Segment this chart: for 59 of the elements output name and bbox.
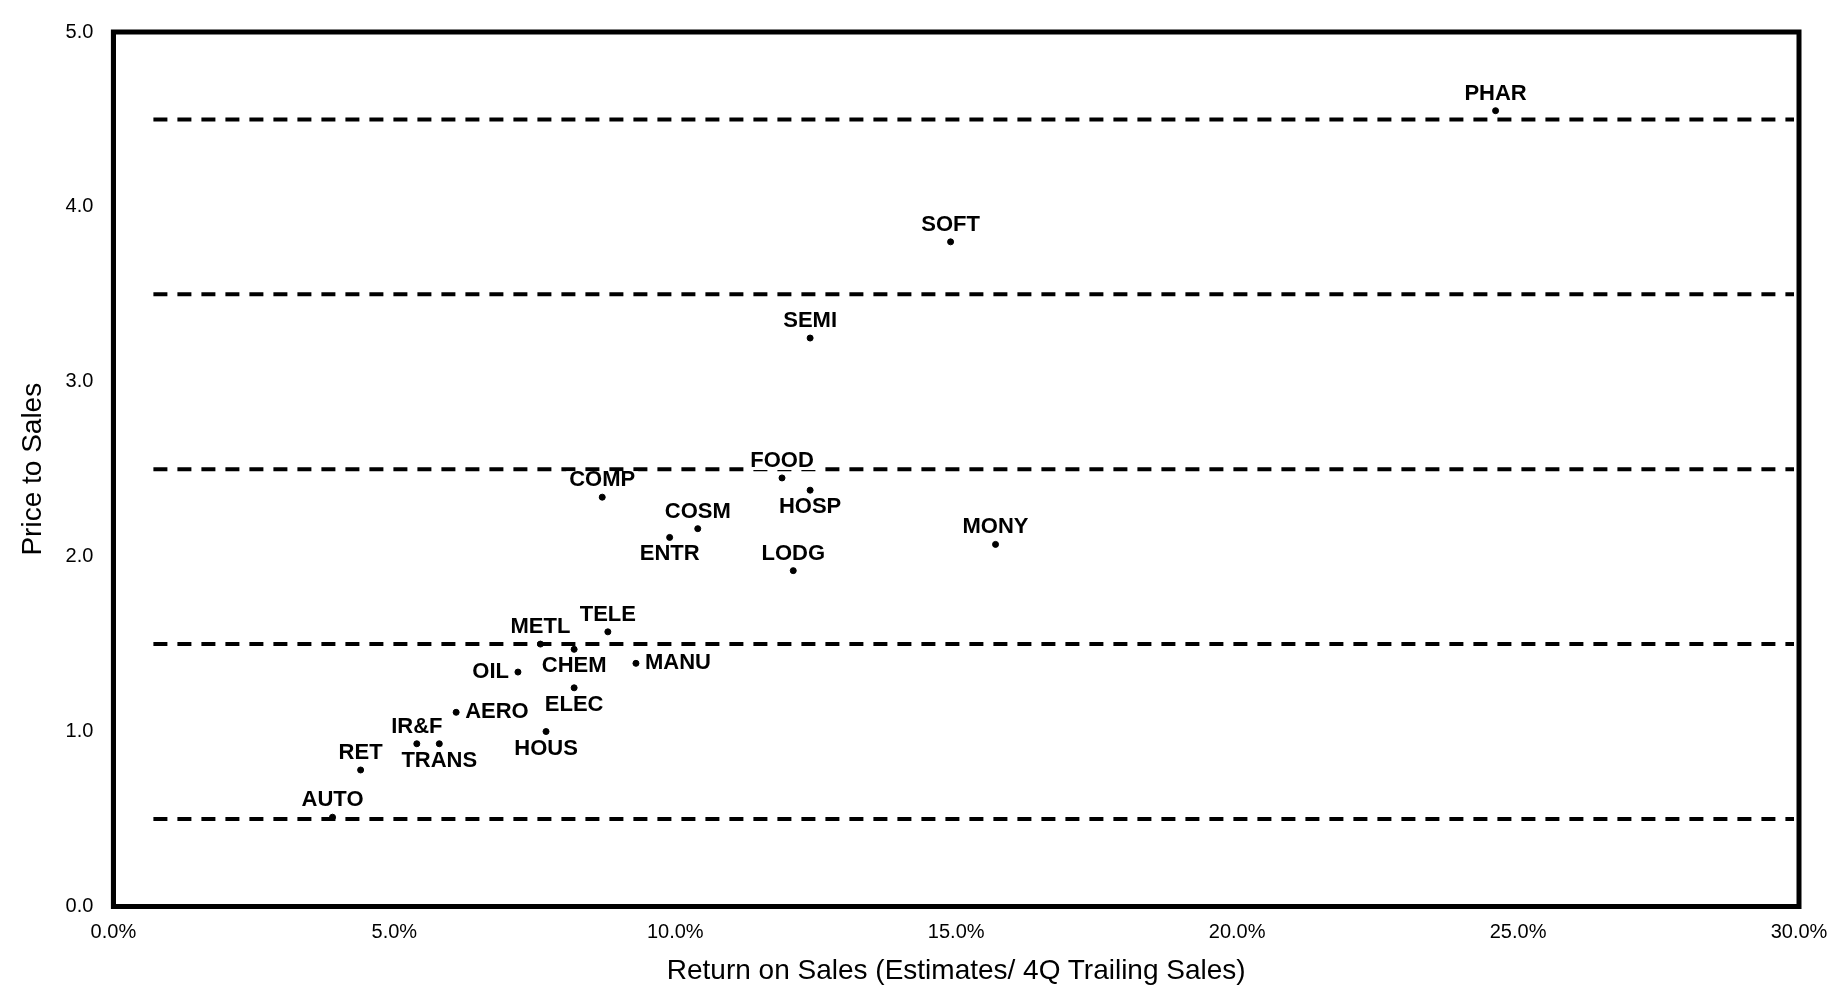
series-label: SEMI (783, 307, 838, 333)
point (536, 640, 544, 648)
x-tick-label: 5.0% (371, 919, 418, 942)
x-tick-label: 30.0% (1770, 919, 1828, 942)
point (947, 238, 955, 246)
x-axis-title: Return on Sales (Estimates/ 4Q Trailing Sales) (666, 953, 1246, 985)
point (598, 493, 606, 501)
point (806, 334, 814, 342)
series-label: PHAR (1464, 79, 1527, 105)
x-tick-label: 10.0% (646, 919, 704, 942)
point (514, 668, 522, 676)
point (570, 684, 578, 692)
point (1492, 107, 1500, 115)
series-label: MANU (644, 649, 711, 675)
point (632, 659, 640, 667)
point (570, 645, 578, 653)
series-label: ENTR (639, 540, 700, 566)
point (452, 708, 460, 716)
series-label: METL (510, 613, 571, 639)
point (666, 533, 674, 541)
point (435, 740, 443, 748)
y-tick-label: 3.0 (65, 369, 94, 392)
series-label: TELE (579, 600, 636, 626)
y-axis-title: Price to Sales (15, 382, 47, 556)
series-label: IR&F (391, 712, 443, 738)
point (542, 728, 550, 736)
x-tick-label: 0.0% (90, 919, 137, 942)
y-tick-label: 1.0 (65, 719, 94, 742)
point (806, 486, 814, 494)
series-label: MONY (962, 513, 1029, 539)
point (778, 474, 786, 482)
series-label: LODG (761, 539, 826, 565)
y-tick-label: 4.0 (65, 194, 94, 217)
point (413, 740, 421, 748)
point (329, 813, 337, 821)
series-label: AUTO (301, 786, 364, 812)
series-label: TRANS (401, 746, 478, 772)
series-label: FOOD (750, 447, 814, 473)
x-tick-label: 20.0% (1208, 919, 1266, 942)
series-label: HOSP (778, 493, 842, 519)
y-tick-label: 2.0 (65, 544, 94, 567)
x-tick-label: 15.0% (927, 919, 985, 942)
series-label: OIL (472, 658, 509, 684)
series-label: AERO (465, 698, 529, 724)
series-label: COMP (569, 466, 636, 492)
series-label: CHEM (541, 652, 607, 678)
point (604, 628, 612, 636)
point (789, 567, 797, 575)
y-tick-label: 0.0 (65, 893, 94, 916)
series-label: HOUS (514, 734, 578, 760)
y-tick-label: 5.0 (65, 19, 94, 42)
point (694, 525, 702, 533)
series-label: SOFT (921, 210, 981, 236)
point (357, 766, 365, 774)
point (992, 540, 1000, 548)
series-label: RET (338, 739, 384, 765)
series-label: ELEC (544, 690, 604, 716)
series-label: COSM (664, 497, 731, 523)
x-tick-label: 25.0% (1489, 919, 1547, 942)
